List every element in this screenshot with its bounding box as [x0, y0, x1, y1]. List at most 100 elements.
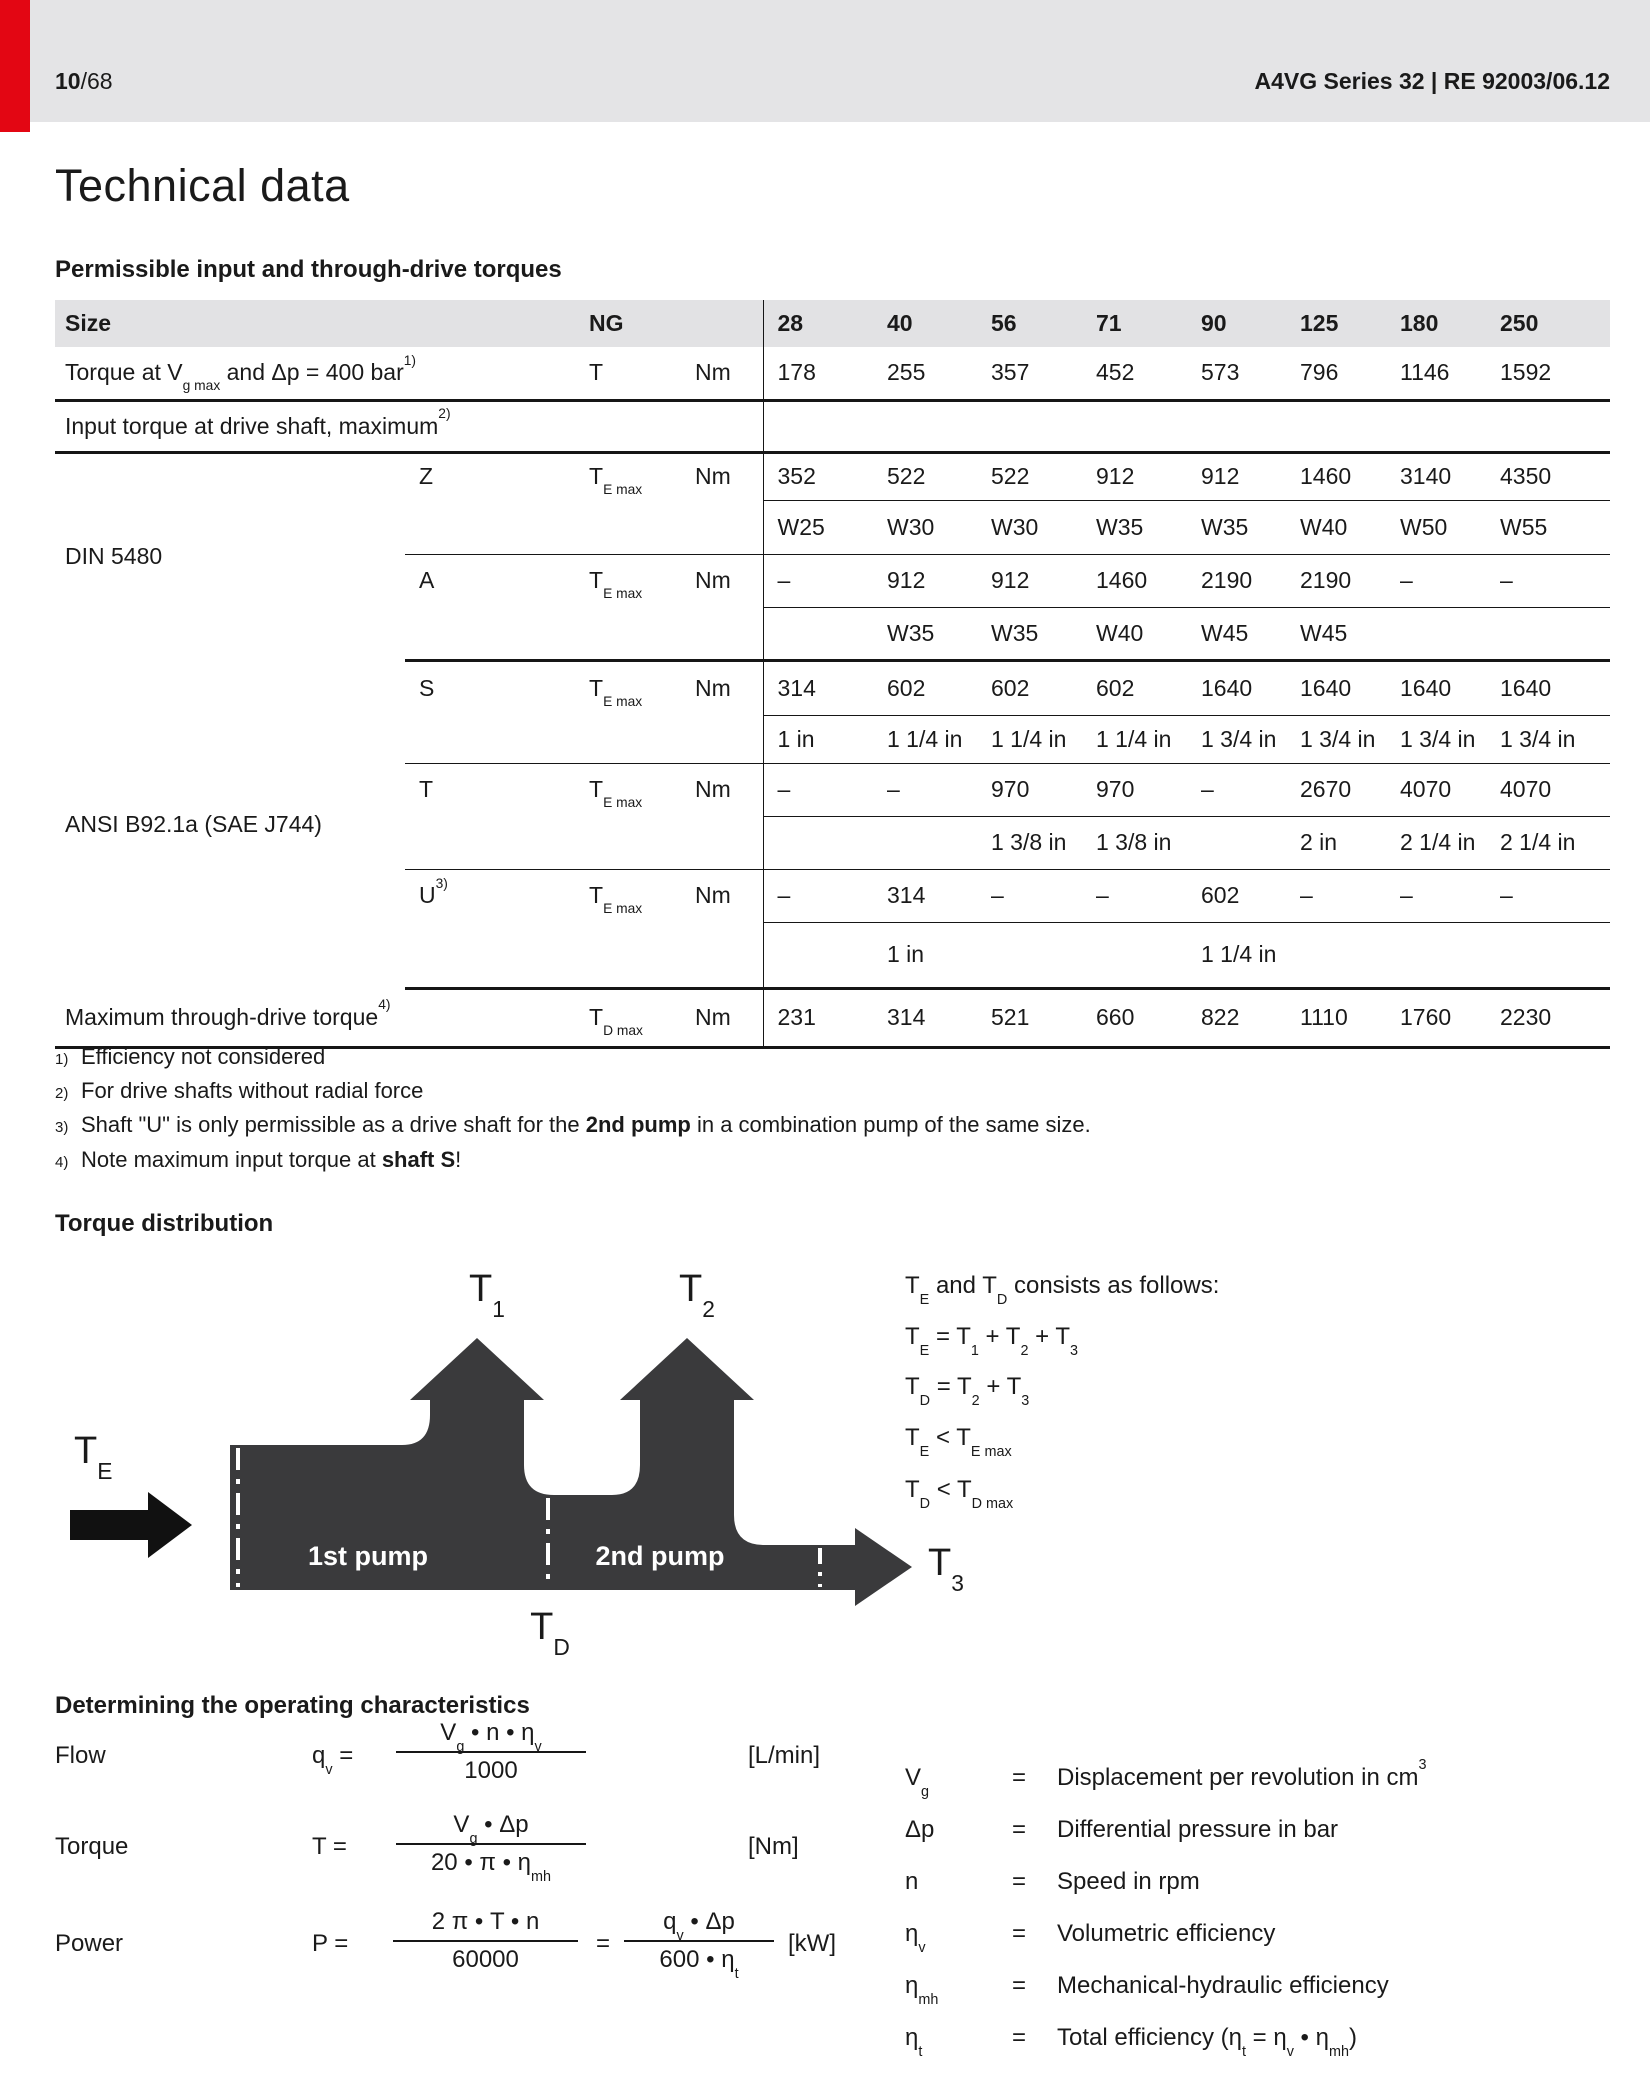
t3-label: T3: [928, 1542, 964, 1597]
size-col-header: 28: [762, 300, 873, 347]
value-cell: 1146: [1386, 347, 1486, 402]
spline-cell: W45: [1187, 607, 1286, 662]
footnote-text: For drive shafts without radial force: [81, 1078, 424, 1103]
ansi-s-values-row: ANSI B92.1a (SAE J744) S TE max Nm 314 6…: [55, 660, 1610, 837]
spline-cell: 1 3/8 in: [1082, 816, 1187, 870]
footnote-marker: 4): [55, 1154, 69, 1171]
fraction-bar: [393, 1940, 578, 1942]
header-band: [0, 0, 1650, 122]
torque-equation: TE < TE max: [905, 1424, 1012, 1460]
symbol-cell: TE max: [589, 882, 643, 917]
flow-unit: [L/min]: [748, 1742, 821, 1769]
value-cell: 178: [762, 347, 873, 402]
spline-cell: 1 1/4 in: [1187, 922, 1286, 990]
footnote: 3) Shaft "U" is only permissible as a dri…: [55, 1112, 1091, 1142]
spline-cell: [977, 922, 1082, 990]
row-label: Maximum through-drive torque4): [55, 988, 575, 1049]
spline-cell: 2 1/4 in: [1486, 816, 1610, 870]
din-a-spline-row: W35 W35 W40 W45 W45: [55, 607, 1610, 662]
spline-cell: [762, 922, 873, 990]
value-cell: 2230: [1486, 988, 1610, 1049]
value-cell: 452: [1082, 347, 1187, 402]
spline-cell: W40: [1082, 607, 1187, 662]
spline-cell: W30: [977, 500, 1082, 555]
value-cell: 1640: [1386, 660, 1486, 716]
page-number-current: 10: [55, 68, 81, 94]
value-cell: 2190: [1187, 554, 1286, 608]
footnote-marker: 2): [55, 1085, 69, 1102]
value-cell: [762, 400, 873, 454]
value-cell: 3140: [1386, 452, 1486, 501]
value-cell: –: [1486, 554, 1610, 608]
spline-cell: 1 in: [873, 922, 977, 990]
footnote: 4) Note maximum input torque at shaft S!: [55, 1147, 461, 1177]
unit-cell: Nm: [665, 988, 763, 1049]
spline-cell: W35: [977, 607, 1082, 662]
spline-cell: 1 1/4 in: [873, 715, 977, 764]
flow-lhs: qv =: [312, 1742, 354, 1778]
legend-symbol: n: [905, 1868, 919, 1895]
value-cell: 231: [762, 988, 873, 1049]
torque-table: Size NG 28 40 56 71 90 125 180 250 Torqu…: [55, 300, 1610, 1049]
power-denominator-2: 600 • ηt: [659, 1946, 739, 1982]
value-cell: –: [1082, 869, 1187, 923]
size-col-header: 40: [873, 300, 977, 347]
torque-unit: [Nm]: [748, 1833, 799, 1860]
footnote-text: Note maximum input torque at shaft S!: [81, 1147, 462, 1172]
value-cell: 660: [1082, 988, 1187, 1049]
size-col-header: 71: [1082, 300, 1187, 347]
spline-cell: 1 1/4 in: [977, 715, 1082, 764]
legend-symbol: ηv: [905, 1920, 926, 1956]
legend-equals: =: [1012, 2024, 1027, 2051]
value-cell: 1640: [1286, 660, 1386, 716]
footnote: 2) For drive shafts without radial force: [55, 1078, 423, 1108]
value-cell: 352: [762, 452, 873, 501]
flow-fraction: Vg • n • ηv 1000: [396, 1718, 586, 1786]
input-torque-row: Input torque at drive shaft, maximum2): [55, 400, 1610, 454]
torque-fraction: Vg • Δp 20 • π • ηmh: [396, 1810, 586, 1885]
value-cell: 1640: [1486, 660, 1610, 716]
value-cell: 4350: [1486, 452, 1610, 501]
unit-cell: Nm: [695, 882, 731, 909]
torque-numerator: Vg • Δp: [453, 1811, 529, 1847]
torque-denominator: 20 • π • ηmh: [430, 1849, 552, 1885]
flow-numerator: Vg • n • ηv: [440, 1719, 542, 1755]
value-cell: 912: [1187, 452, 1286, 501]
spline-cell: [762, 816, 873, 870]
spline-cell: W35: [1082, 500, 1187, 555]
torque-equation: TD < TD max: [905, 1476, 1014, 1512]
col-header-empty: [665, 300, 763, 347]
td-label: TD: [530, 1606, 570, 1661]
unit-cell: Nm: [665, 347, 763, 402]
value-cell: –: [1486, 869, 1610, 923]
legend-row: ηt = Total efficiency (ηt = ηv • ηmh): [905, 2012, 1427, 2064]
flow-label: Flow: [55, 1742, 106, 1769]
value-cell: –: [762, 554, 873, 608]
spline-cell: 1 1/4 in: [1082, 715, 1187, 764]
spline-cell: [1386, 922, 1486, 990]
spline-cell: W30: [873, 500, 977, 555]
din-z-values-row: DIN 5480 Z TE max Nm 352 522 522 912 912…: [55, 452, 1610, 569]
fraction-bar: [396, 1751, 586, 1753]
spline-cell: W50: [1386, 500, 1486, 555]
through-drive-row: Maximum through-drive torque4) TD max Nm…: [55, 988, 1610, 1049]
value-cell: 912: [977, 554, 1082, 608]
torque-lhs: T =: [312, 1833, 347, 1860]
footnote-marker: 3): [55, 1119, 69, 1136]
footnote-text: Efficiency not considered: [81, 1044, 326, 1069]
legend-row: ηv = Volumetric efficiency: [905, 1908, 1427, 1960]
legend-text: Displacement per revolution in cm3: [1057, 1756, 1427, 1791]
value-cell: 314: [873, 988, 977, 1049]
ansi-u-values-row: U3) TE max Nm – 314 – – 602 – – –: [55, 869, 1610, 923]
flow-denominator: 1000: [464, 1757, 518, 1784]
value-cell: –: [1187, 763, 1286, 817]
row-label: Torque at Vg max and Δp = 400 bar1): [55, 347, 575, 402]
spline-cell: 1 3/4 in: [1187, 715, 1286, 764]
value-cell: –: [1286, 869, 1386, 923]
value-cell: 1640: [1187, 660, 1286, 716]
spline-cell: [762, 607, 873, 662]
legend-text: Speed in rpm: [1057, 1868, 1200, 1895]
torque-equation: TD = T2 + T3: [905, 1373, 1030, 1409]
brand-red-bar: [0, 0, 30, 132]
spline-cell: W40: [1286, 500, 1386, 555]
